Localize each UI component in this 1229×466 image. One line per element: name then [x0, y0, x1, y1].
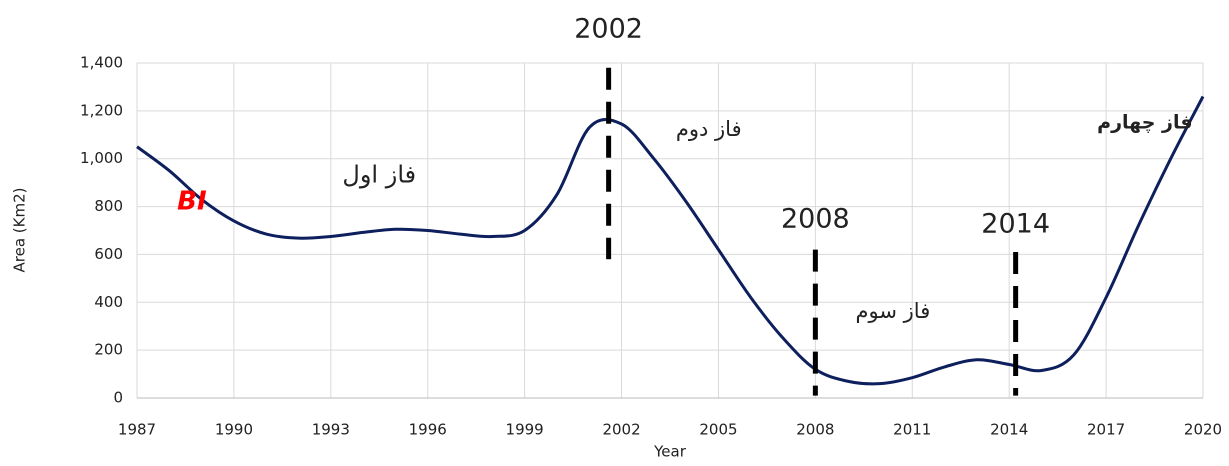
- y-tick-label: 600: [94, 245, 123, 263]
- x-tick-label: 1990: [215, 421, 253, 439]
- x-tick-label: 2011: [893, 421, 931, 439]
- y-tick-label: 800: [94, 197, 123, 215]
- y-tick-label: 1,000: [80, 149, 123, 167]
- marker-label: 2002: [574, 14, 643, 45]
- x-tick-label: 1993: [312, 421, 350, 439]
- y-tick-label: 200: [94, 341, 123, 359]
- phase-annotation: فاز دوم: [676, 117, 742, 141]
- x-tick-label: 2017: [1087, 421, 1125, 439]
- x-tick-label: 2014: [990, 421, 1028, 439]
- y-axis-label: Area (Km2): [11, 188, 29, 273]
- y-tick-label: 1,400: [80, 54, 123, 72]
- phase-annotation: فاز اول: [342, 160, 416, 188]
- y-tick-label: 1,200: [80, 101, 123, 119]
- x-tick-label: 1987: [118, 421, 156, 439]
- y-tick-label: 0: [113, 389, 123, 407]
- phase-annotation: BI: [177, 186, 207, 216]
- x-tick-label: 1999: [506, 421, 544, 439]
- x-tick-label: 2020: [1184, 421, 1222, 439]
- x-tick-label: 2005: [699, 421, 737, 439]
- x-tick-label: 1996: [409, 421, 447, 439]
- phase-annotation: فاز چهارم: [1097, 111, 1192, 133]
- marker-label: 2014: [981, 209, 1050, 240]
- y-tick-label: 400: [94, 293, 123, 311]
- phase-annotation: فاز سوم: [856, 299, 931, 323]
- x-tick-label: 2008: [796, 421, 834, 439]
- data-line: [136, 95, 1205, 386]
- x-tick-label: 2002: [602, 421, 640, 439]
- marker-label: 2008: [781, 204, 850, 235]
- x-axis-label: Year: [653, 443, 687, 461]
